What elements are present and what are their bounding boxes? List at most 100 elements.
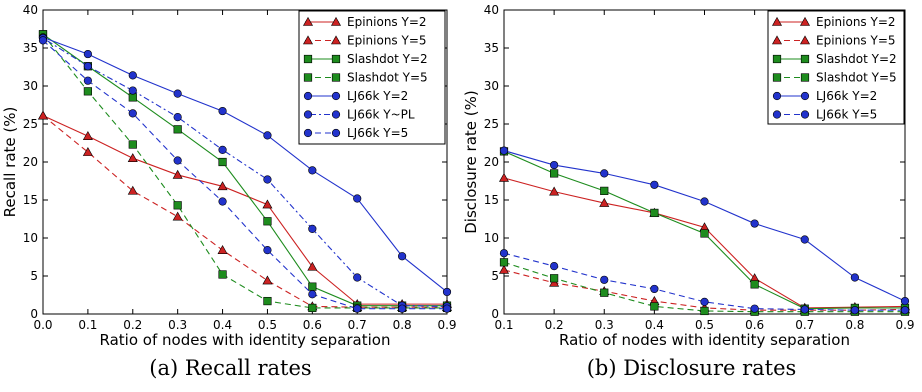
x-tick-label: 0.3 [168, 318, 187, 332]
data-point [900, 296, 910, 306]
series-lj66k-y-5 [499, 249, 910, 315]
data-point [700, 297, 709, 306]
series-lj66k-y-2 [38, 33, 452, 297]
data-point [800, 305, 809, 314]
y-tick-label: 25 [484, 117, 499, 131]
data-point [353, 304, 362, 313]
legend-marker [772, 91, 782, 101]
x-tick-label: 0.7 [348, 318, 367, 332]
series-line [42, 39, 447, 310]
caption-recall: (a) Recall rates [149, 356, 312, 380]
y-tick-label: 15 [484, 193, 499, 207]
data-point [308, 290, 317, 299]
legend-marker [303, 73, 313, 82]
y-tick-label: 35 [484, 41, 499, 55]
y-tick-label: 20 [23, 155, 38, 169]
x-tick-label: 0.5 [258, 318, 277, 332]
data-point [353, 194, 362, 203]
data-point [37, 110, 49, 120]
legend-marker [303, 54, 313, 64]
data-point [263, 246, 272, 255]
legend-label: LJ66k Y=2 [347, 89, 408, 103]
legend-marker [771, 16, 783, 26]
data-point [600, 169, 609, 178]
legend-marker [331, 73, 341, 82]
recall-chart: 0 5 10 15 20 25 30 35 40 0.0 0.1 0.2 0.3 0.4 0.5 0.6 0.7… [1, 3, 457, 349]
data-point [128, 109, 137, 118]
series-line [42, 115, 447, 308]
legend: Epinions Y=2 Epinions Y=5 Slashdot Y=2 Slas… [767, 10, 905, 125]
data-point [700, 197, 709, 206]
x-axis-label: Ratio of nodes with identity separation [100, 331, 391, 349]
data-point [217, 181, 228, 191]
series-line [42, 33, 447, 307]
data-point [172, 211, 183, 221]
x-tick-label: 0.3 [595, 318, 614, 332]
legend-marker [772, 110, 782, 119]
y-axis-label: Disclosure rate (%) [462, 90, 480, 233]
data-point [550, 262, 559, 271]
y-tick-label: 20 [484, 155, 499, 169]
legend-marker [331, 128, 341, 138]
data-point [218, 106, 227, 116]
y-tick-label: 5 [30, 269, 38, 283]
data-point [549, 186, 560, 196]
legend-marker [772, 54, 782, 64]
legend-marker [330, 35, 342, 45]
legend-label: Slashdot Y=5 [347, 71, 428, 85]
x-tick-label: 0.1 [494, 318, 513, 332]
data-point [442, 287, 452, 297]
data-point [850, 306, 859, 315]
y-tick-label: 10 [23, 231, 38, 245]
data-point [600, 186, 609, 195]
data-point [750, 219, 759, 228]
legend-marker [303, 91, 313, 101]
data-point [218, 157, 227, 167]
x-tick-label: 0.5 [695, 318, 714, 332]
series-line [42, 33, 447, 309]
data-point [173, 125, 182, 134]
data-point [499, 249, 509, 258]
data-point [173, 113, 182, 122]
data-point [173, 201, 182, 210]
data-point [82, 131, 93, 140]
legend-marker [800, 110, 810, 119]
data-point [128, 93, 137, 102]
data-point [38, 36, 48, 45]
y-tick-label: 0 [491, 307, 499, 321]
series-epinions-y-2 [498, 172, 911, 312]
legend-marker [302, 16, 314, 26]
data-point [650, 180, 659, 189]
data-point [650, 208, 659, 218]
x-tick-label: 0.6 [745, 318, 764, 332]
series-line [42, 37, 448, 307]
legend-label: Slashdot Y=5 [816, 71, 897, 85]
data-point [173, 156, 182, 165]
data-point [550, 274, 559, 283]
data-point [900, 306, 910, 315]
data-point [127, 153, 138, 162]
data-point [82, 147, 93, 156]
data-point [700, 229, 709, 238]
legend-label: LJ66k Y~PL [347, 108, 415, 122]
data-point [550, 169, 559, 178]
x-tick-label: 0.1 [78, 318, 97, 332]
legend-marker [799, 16, 811, 26]
series-line [503, 252, 905, 311]
data-point [308, 282, 317, 291]
data-point [498, 172, 510, 182]
legend-marker [800, 91, 810, 101]
legend-label: LJ66k Y=5 [816, 108, 877, 122]
y-tick-label: 15 [23, 193, 38, 207]
data-point [308, 224, 317, 233]
y-tick-label: 40 [484, 3, 499, 17]
data-point [128, 71, 137, 80]
data-point [218, 145, 227, 154]
data-point [263, 131, 272, 140]
data-point [307, 261, 318, 271]
legend-marker [303, 110, 313, 119]
data-point [218, 197, 227, 206]
data-point [499, 258, 509, 267]
legend-marker [331, 110, 341, 119]
legend-label: Epinions Y=2 [816, 15, 896, 29]
